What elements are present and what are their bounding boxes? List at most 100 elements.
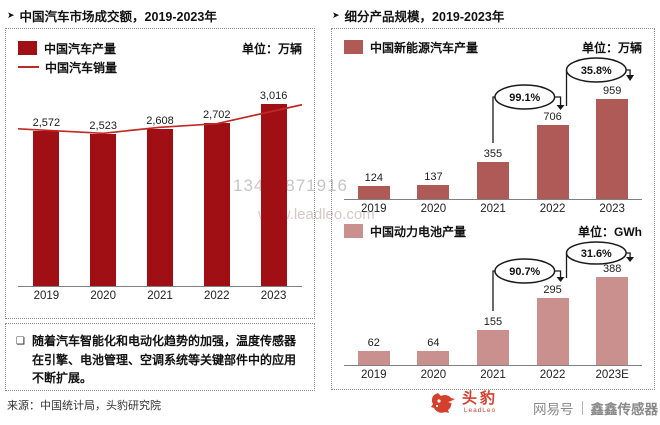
byline-divider (581, 401, 583, 415)
bar-column: 2,608 (132, 115, 189, 286)
bar-value-label: 155 (483, 315, 503, 328)
brand-text: 头豹 LeadLeo (462, 391, 498, 415)
bar-value-label: 388 (602, 263, 622, 275)
year-label: 2022 (203, 290, 230, 302)
bar-value-label: 2,523 (89, 119, 117, 132)
auto-market-chart: 中国汽车产量 单位：万辆 中国汽车销量 2,572 2,523 2,608 2,702… (18, 38, 302, 302)
insight-note: ❑ 随着汽车智能化和电动化趋势的加强，温度传感器在引擎、电池管理、空调系统等关键… (16, 332, 304, 388)
line-legend-swatch (18, 66, 39, 68)
legend-row-battery: 中国动力电池产量 单位：GWh (344, 221, 642, 241)
plot-area: 90.7% 31.6% 62 64 155 295 388 (344, 241, 642, 365)
bar (146, 128, 173, 286)
bar (596, 99, 629, 199)
unit-label: 单位：万辆 (241, 41, 302, 56)
year-label: 2022 (539, 369, 566, 381)
brand-name: 头豹 (462, 390, 499, 407)
square-bullet-icon: ❑ (16, 336, 25, 347)
auto-market-chart-box: 中国汽车产量 单位：万辆 中国汽车销量 2,572 2,523 2,608 2,702… (5, 28, 315, 319)
growth-label: 90.7% (509, 266, 540, 278)
insight-note-box: ❑ 随着汽车智能化和电动化趋势的加强，温度传感器在引擎、电池管理、空调系统等关键… (5, 323, 315, 391)
bar-value-label: 137 (424, 170, 443, 183)
insight-note-text: 随着汽车智能化和电动化趋势的加强，温度传感器在引擎、电池管理、空调系统等关键部件… (31, 334, 296, 386)
nev-production-chart: 中国新能源汽车产量 单位：万辆 99.1% 35.8% 124 137 355 706… (344, 37, 642, 215)
unit-label: 单位：GWh (578, 224, 642, 239)
bar (33, 130, 60, 286)
bar-value-label: 2,702 (203, 108, 231, 121)
bar-column: 64 (404, 336, 464, 365)
bar-column: 959 (582, 85, 642, 199)
bar-legend-swatch (344, 224, 363, 238)
bar-value-label: 355 (483, 147, 503, 160)
x-axis-labels: 2019 2020 2021 2022 2023 (18, 287, 302, 302)
bar-value-label: 2,608 (146, 114, 174, 127)
bar-column: 2,702 (188, 109, 245, 286)
legend-row-production: 中国汽车产量 单位：万辆 (18, 38, 302, 58)
bar (357, 186, 390, 199)
year-label: 2023E (595, 369, 629, 381)
bar-value-label: 295 (543, 284, 562, 297)
legend-row-sales: 中国汽车销量 (18, 58, 302, 76)
bar (417, 184, 450, 199)
title-arrow-icon: ➤ (332, 10, 340, 20)
bar (417, 350, 450, 365)
year-label: 2020 (90, 290, 116, 302)
bar-column: 62 (344, 337, 404, 365)
bar-legend-swatch (344, 40, 363, 54)
arrow-down-icon (556, 105, 565, 110)
bar (90, 133, 117, 286)
year-label: 2023 (260, 290, 287, 302)
segment-products-box: 中国新能源汽车产量 单位：万辆 99.1% 35.8% 124 137 355 706… (331, 28, 655, 390)
account-name: 鑫鑫传感器 (590, 402, 659, 417)
bar-value-label: 64 (427, 336, 440, 349)
leadleo-logo-icon (431, 392, 455, 413)
left-panel-title: ➤ 中国汽车市场成交额，2019-2023年 (7, 6, 217, 25)
bar-column: 2,572 (18, 117, 75, 286)
title-arrow-icon: ➤ (7, 10, 15, 20)
bar-column: 137 (404, 171, 464, 199)
bar-column: 295 (523, 284, 583, 365)
year-label: 2022 (539, 203, 566, 215)
year-label: 2023 (599, 203, 625, 215)
bar-value-label: 2,572 (32, 116, 61, 129)
bar (596, 277, 629, 365)
bar-column: 3,016 (245, 90, 302, 286)
plot-area: 2,572 2,523 2,608 2,702 3,016 (18, 81, 302, 286)
year-label: 2021 (147, 290, 173, 302)
unit-label: 单位：万辆 (581, 40, 642, 55)
year-label: 2019 (33, 290, 60, 302)
bar-column: 355 (463, 148, 523, 199)
bar-value-label: 959 (602, 85, 622, 97)
right-panel-title-text: 细分产品规模，2019-2023年 (344, 10, 505, 24)
platform-byline: 网易号 鑫鑫传感器 (533, 398, 658, 418)
bar-value-label: 62 (367, 336, 380, 349)
arrow-down-icon (626, 257, 635, 262)
bar-column: 2,523 (75, 120, 132, 286)
bar-legend-label: 中国汽车产量 (44, 41, 117, 56)
growth-label: 31.6% (581, 248, 612, 260)
bar (476, 329, 509, 365)
bar-value-label: 124 (364, 172, 383, 185)
x-axis (344, 365, 642, 366)
legend-row-nev: 中国新能源汽车产量 单位：万辆 (344, 37, 642, 57)
platform-name: 网易号 (533, 402, 574, 417)
x-axis (344, 199, 642, 200)
year-label: 2019 (361, 369, 387, 381)
bar-value-label: 706 (543, 111, 562, 124)
growth-label: 35.8% (581, 65, 612, 77)
bar-legend-label: 中国新能源汽车产量 (370, 40, 479, 55)
growth-label: 99.1% (509, 92, 540, 104)
year-label: 2020 (420, 369, 447, 381)
bar-column: 155 (463, 316, 523, 365)
line-legend-label: 中国汽车销量 (45, 60, 118, 75)
x-axis-labels: 2019 2020 2021 2022 2023E (344, 366, 642, 381)
bar-column: 706 (523, 111, 583, 199)
bar (357, 350, 390, 365)
plot-area: 99.1% 35.8% 124 137 355 706 959 (344, 57, 642, 199)
brand-subtitle: LeadLeo (463, 407, 497, 414)
year-label: 2020 (420, 203, 447, 215)
year-label: 2021 (480, 203, 506, 215)
source-line: 来源：中国统计局，头豹研究院 (7, 400, 161, 412)
bar-legend-label: 中国动力电池产量 (370, 224, 467, 239)
x-axis (18, 286, 302, 287)
